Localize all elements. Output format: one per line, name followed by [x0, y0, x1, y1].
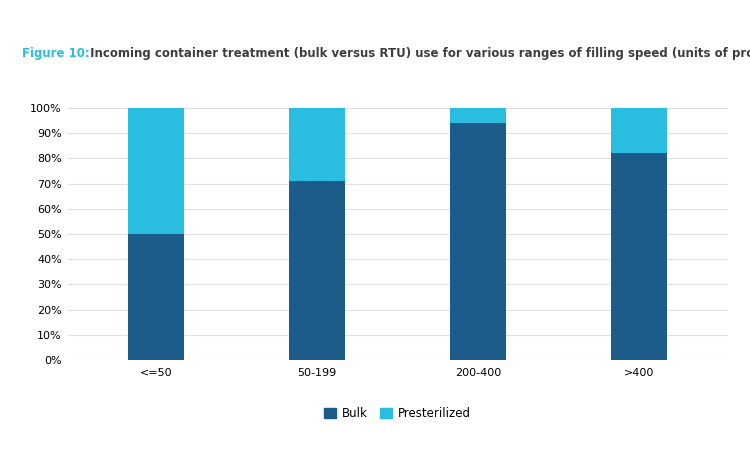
- Bar: [450, 123, 506, 360]
- Bar: [128, 234, 184, 360]
- Bar: [128, 108, 184, 234]
- Legend: Bulk, Presterilized: Bulk, Presterilized: [320, 402, 476, 425]
- Bar: [610, 108, 668, 153]
- Bar: [289, 181, 345, 360]
- Text: Figure 10:: Figure 10:: [22, 47, 90, 60]
- Bar: [289, 108, 345, 181]
- Bar: [610, 153, 668, 360]
- Bar: [450, 108, 506, 123]
- Text: Incoming container treatment (bulk versus RTU) use for various ranges of filling: Incoming container treatment (bulk versu…: [86, 47, 750, 60]
